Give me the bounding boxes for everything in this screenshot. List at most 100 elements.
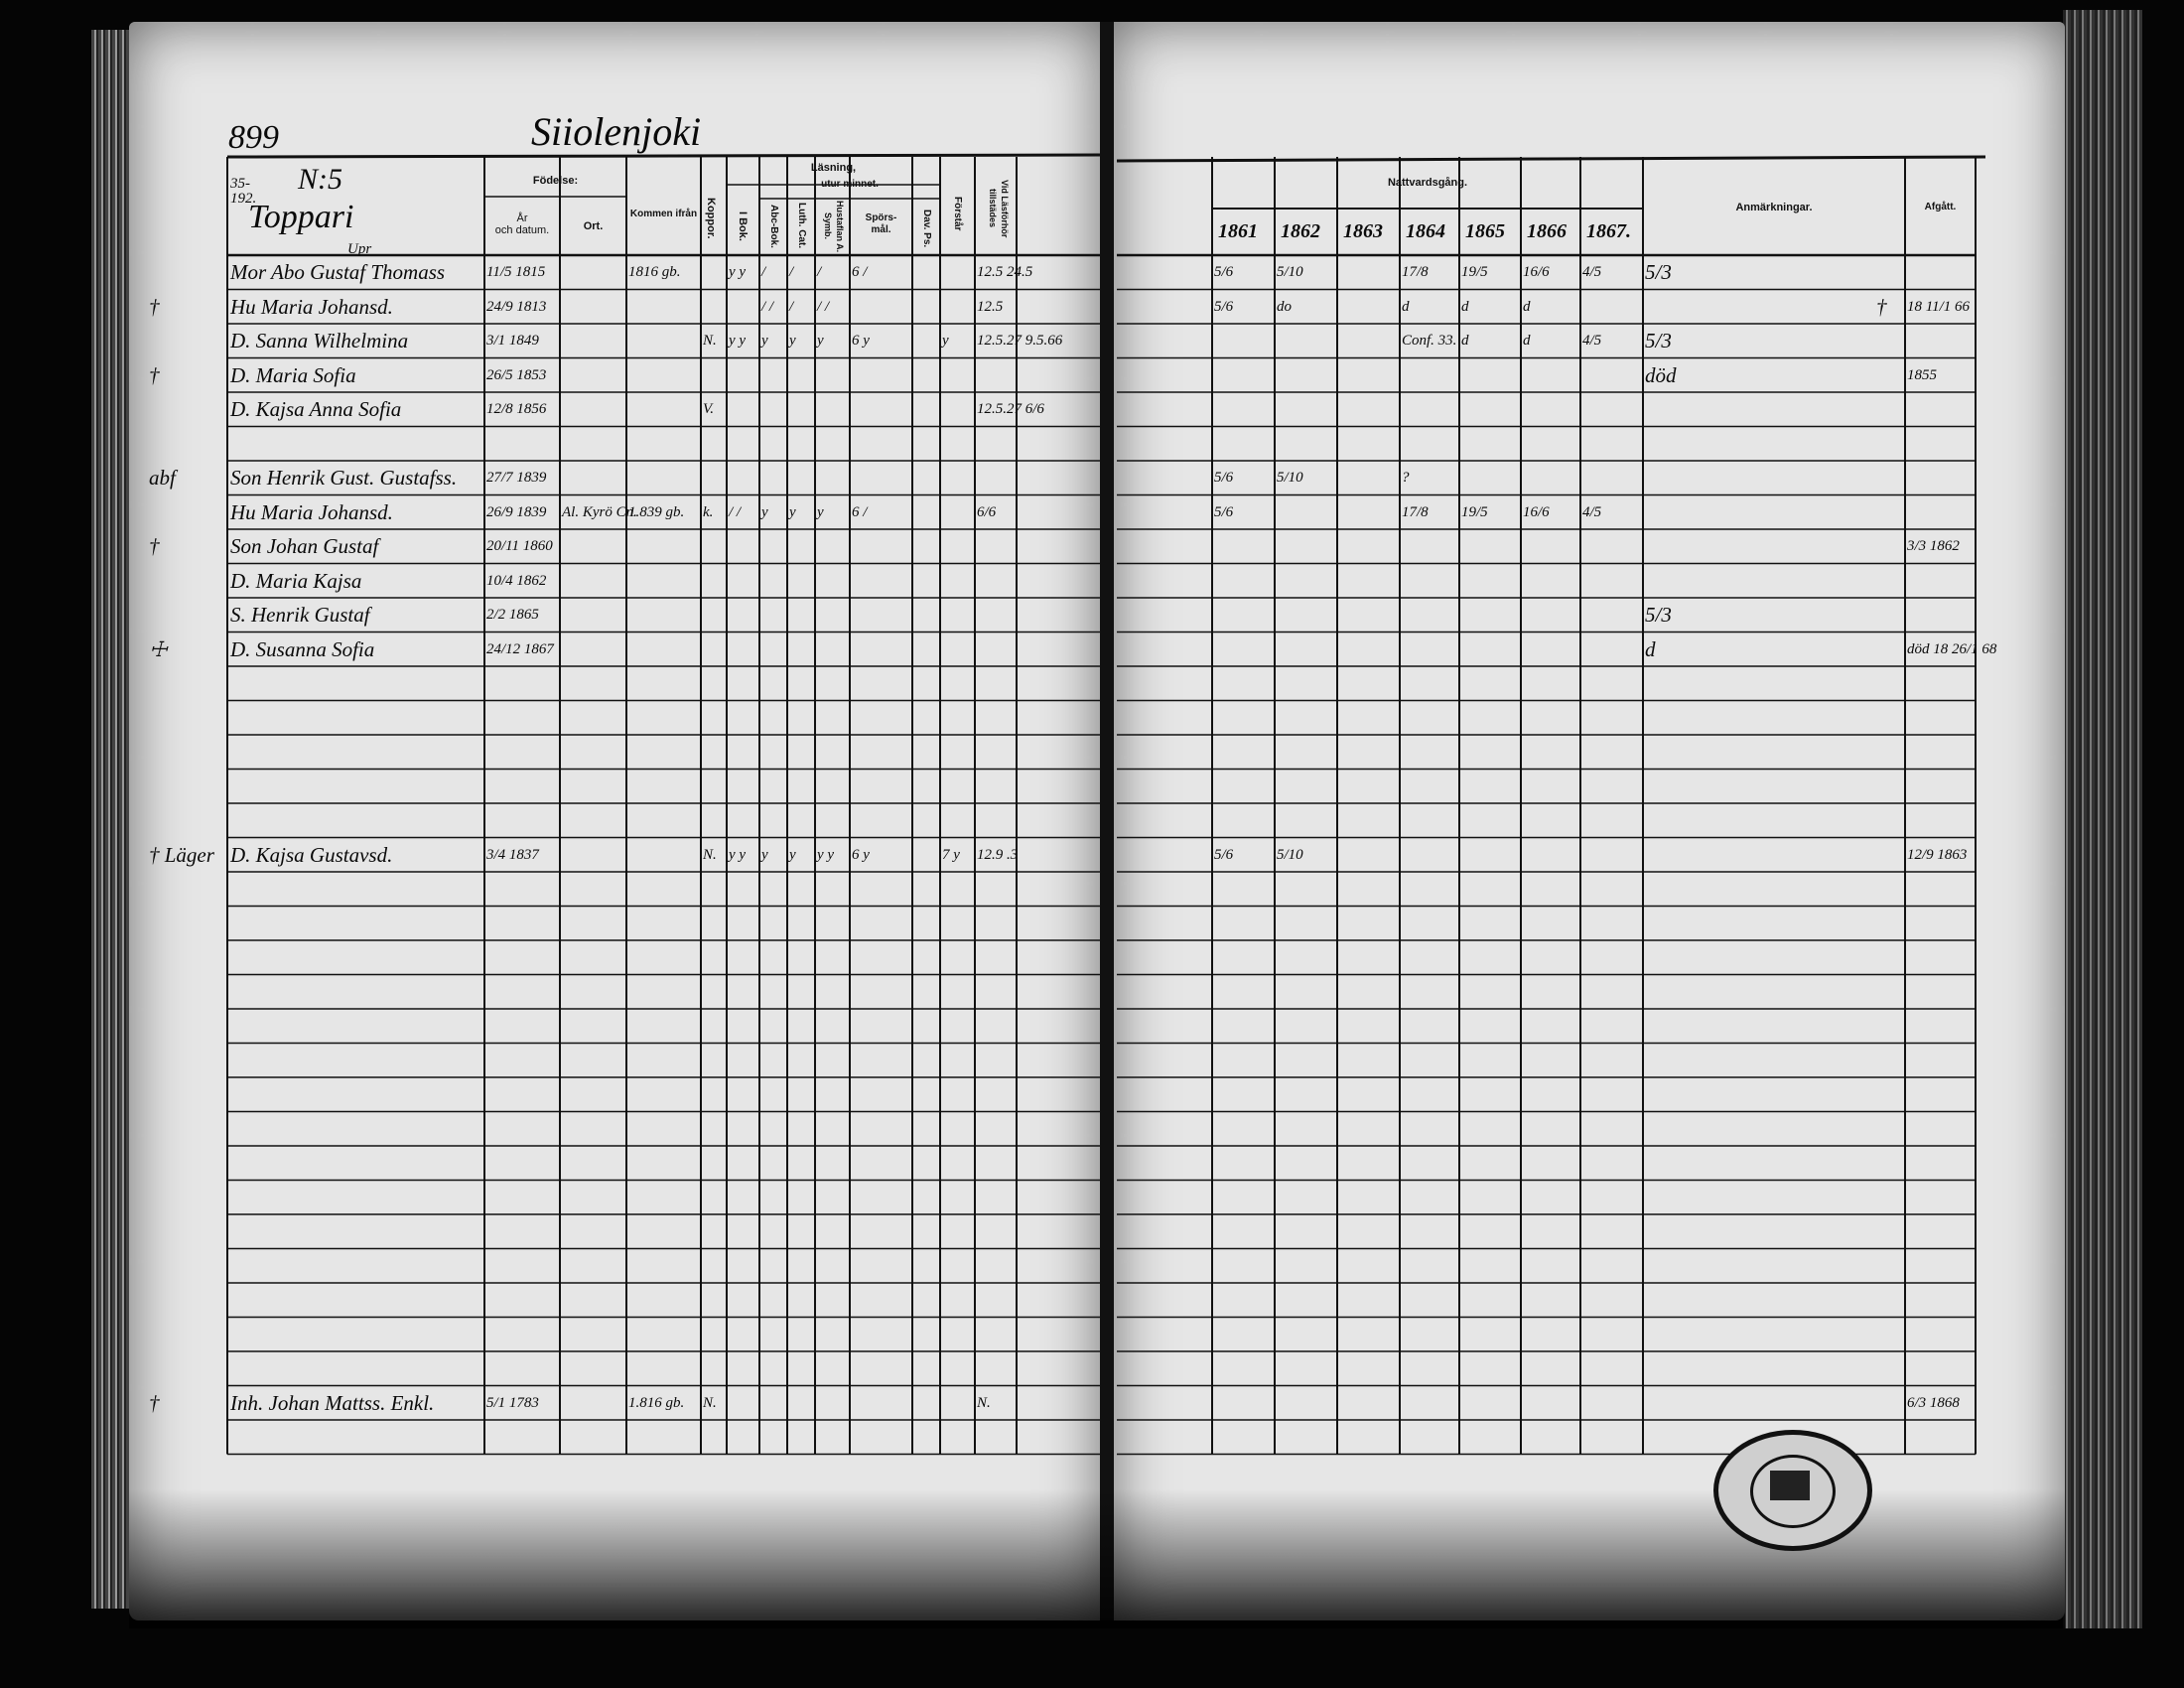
- entry-y1861: 5/6: [1214, 298, 1234, 315]
- entry-y1866: d: [1523, 298, 1531, 315]
- entry-afgatt: 3/3 1862: [1907, 538, 1960, 554]
- entry-birth: 5/1 1783: [486, 1394, 539, 1411]
- entry-margin: †: [149, 362, 160, 387]
- household-number: N:5: [298, 163, 342, 196]
- entry-from: 1816 gb.: [628, 264, 681, 280]
- entry-abc: y: [761, 333, 768, 349]
- entry-forst: y: [942, 333, 949, 349]
- entry-koppor: N.: [703, 846, 717, 863]
- entry-y1865: 19/5: [1461, 503, 1488, 520]
- header-year: 1864: [1406, 220, 1445, 242]
- entry-margin: abf: [149, 466, 176, 490]
- entry-name: D. Maria Sofia: [230, 362, 356, 387]
- header-year: 1867.: [1586, 220, 1631, 242]
- entry-y1862: 5/10: [1277, 470, 1303, 486]
- entry-y1867: 4/5: [1582, 264, 1602, 280]
- entry-abc: / /: [761, 298, 774, 315]
- header-forstar: Förstår: [952, 196, 963, 231]
- entry-cat: /: [789, 298, 794, 315]
- entry-spors: 6 /: [852, 264, 868, 280]
- entry-afgatt: 1855: [1907, 366, 1937, 383]
- entry-y1862: do: [1277, 298, 1292, 315]
- church-icon: [1770, 1471, 1810, 1500]
- header-ort: Ort.: [583, 220, 604, 232]
- header-year: 1865: [1465, 220, 1505, 242]
- header-luth-cat: Luth. Cat.: [796, 203, 807, 249]
- entry-birth: 20/11 1860: [486, 538, 553, 554]
- entry-y1862: 5/10: [1277, 264, 1303, 280]
- entry-cat: /: [789, 264, 794, 280]
- entry-y1865: d: [1461, 298, 1469, 315]
- entry-name: Hu Maria Johansd.: [230, 499, 393, 524]
- grid-line: [1116, 155, 1986, 163]
- entry-birth: 12/8 1856: [486, 401, 547, 417]
- entry-ort: Al. Kyrö Cn.: [562, 503, 637, 520]
- entry-name: D. Maria Kajsa: [230, 568, 362, 593]
- entry-y1861: 5/6: [1214, 503, 1234, 520]
- page-number: 899: [228, 119, 279, 156]
- header-nattvardsgang: Nattvardsgång.: [1387, 177, 1468, 189]
- village-name: Siiolenjoki: [531, 109, 702, 154]
- header-fodelse: Födelse:: [532, 175, 579, 187]
- entry-name: D. Susanna Sofia: [230, 636, 375, 661]
- entry-ibok: y y: [729, 333, 747, 349]
- entry-margin: ☩: [149, 636, 168, 661]
- header-anmarkningar: Anmärkningar.: [1735, 202, 1813, 213]
- header-hustaflan: Hustaflan A. Symb.: [823, 200, 845, 253]
- entry-anm: d: [1645, 636, 1656, 661]
- entry-y1861: 5/6: [1214, 846, 1234, 863]
- entry-forst: 7 y: [942, 846, 960, 863]
- header-year: 1862: [1281, 220, 1320, 242]
- entry-ibok: y y: [729, 846, 747, 863]
- entry-spors: 6 y: [852, 333, 870, 349]
- farm-name: Toppari: [248, 199, 354, 235]
- entry-ibok: y y: [729, 264, 747, 280]
- header-utur-minnet: utur minnet.: [821, 179, 879, 190]
- entry-afgatt: död 18 26/1 68: [1907, 640, 1997, 657]
- header-koppor: Koppor.: [705, 198, 717, 239]
- entry-y1861: 5/6: [1214, 264, 1234, 280]
- entry-margin: †: [149, 294, 160, 319]
- entry-birth: 26/9 1839: [486, 503, 547, 520]
- book-page-edges-left: [91, 30, 131, 1609]
- entry-birth: 10/4 1862: [486, 572, 547, 589]
- entry-hust: /: [817, 264, 822, 280]
- entry-y1866: 16/6: [1523, 264, 1550, 280]
- entry-margin: †: [149, 534, 160, 558]
- entry-cat: y: [789, 503, 796, 520]
- entry-y1862: 5/10: [1277, 846, 1303, 863]
- entry-from: 1.839 gb.: [628, 503, 685, 520]
- entry-y1864: d: [1402, 298, 1410, 315]
- entry-name: D. Kajsa Gustavsd.: [230, 842, 393, 867]
- entry-y1867: 4/5: [1582, 333, 1602, 349]
- entry-y1865: d: [1461, 333, 1469, 349]
- entry-margin: †: [149, 1390, 160, 1415]
- entry-y1864: Conf. 33.: [1402, 333, 1457, 349]
- entry-y1866: d: [1523, 333, 1531, 349]
- entry-anm: 5/3: [1645, 603, 1672, 627]
- farm-sub: Upr: [347, 241, 372, 257]
- entry-vid: 12.5: [977, 298, 1004, 315]
- entry-y1864: 17/8: [1402, 264, 1429, 280]
- header-kommen: Kommen ifrån: [629, 209, 698, 219]
- entry-koppor: N.: [703, 333, 717, 349]
- entry-name: Mor Abo Gustaf Thomass: [230, 260, 446, 284]
- entry-y1864: ?: [1402, 470, 1410, 486]
- entry-abc: y: [761, 846, 768, 863]
- entry-name: Son Henrik Gust. Gustafss.: [230, 466, 458, 490]
- entry-ibok: / /: [729, 503, 742, 520]
- entry-vid: N.: [977, 1394, 991, 1411]
- entry-koppor: k.: [703, 503, 714, 520]
- header-sporsmal: Spörs- mål.: [865, 212, 897, 235]
- entry-birth: 11/5 1815: [486, 264, 546, 280]
- entry-birth: 27/7 1839: [486, 470, 547, 486]
- entry-hust: y: [817, 333, 824, 349]
- book-page-edges-right: [2063, 10, 2142, 1628]
- entry-vid: 12.5.27 6/6: [977, 401, 1044, 417]
- grid-line: [226, 153, 1101, 159]
- entry-spors: 6 /: [852, 503, 868, 520]
- header-year: 1861: [1218, 220, 1258, 242]
- entry-name: Inh. Johan Mattss. Enkl.: [230, 1390, 435, 1415]
- header-i-bok: I Bok.: [737, 211, 749, 241]
